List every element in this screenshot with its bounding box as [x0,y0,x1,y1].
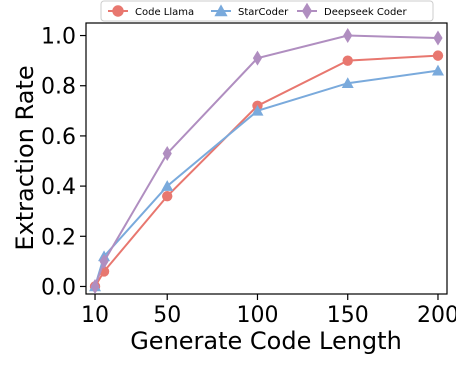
legend-label-deepseek-coder: Deepseek Coder [324,7,407,18]
x-tick-label: 100 [236,303,278,328]
y-tick-label: 0.8 [41,75,76,100]
y-tick-label: 0.0 [41,275,76,300]
legend-box [100,0,434,22]
series-starcoder [89,64,444,292]
y-tick-label: 0.6 [41,125,76,150]
data-point-starcoder [341,77,354,89]
x-tick-label: 150 [327,303,369,328]
data-point-code-llama [162,190,173,202]
legend-marker-code-llama [112,5,124,17]
data-point-starcoder [251,104,264,116]
series-code-llama [89,50,444,292]
plot-area [85,22,448,295]
data-point-deepseek-coder [162,145,172,161]
y-axis-title: Extraction Rate [11,65,39,250]
y-tick-label: 0.2 [41,225,76,250]
x-tick-label: 10 [81,303,109,328]
legend: Code Llama StarCoder Deepseek Coder [100,0,434,22]
data-point-deepseek-coder [252,50,263,66]
legend-label-starcoder: StarCoder [238,7,289,18]
data-point-deepseek-coder [343,28,353,44]
y-tick-label: 1.0 [41,25,76,50]
y-tick-label: 0.4 [41,175,76,200]
x-tick-label: 50 [153,303,181,328]
data-point-deepseek-coder [99,253,109,269]
series-line-code-llama [94,54,439,287]
data-point-starcoder [431,64,444,76]
series-line-deepseek-coder [94,34,439,287]
data-point-code-llama [342,55,353,66]
data-point-deepseek-coder [90,278,100,294]
data-point-starcoder [161,180,174,191]
legend-label-code-llama: Code Llama [135,7,194,18]
legend-marker-starcoder [214,4,228,17]
legend-marker-deepseek-coder [301,2,313,20]
x-tick-label: 200 [417,303,456,328]
x-axis-title: Generate Code Length [130,327,402,355]
data-point-code-llama [432,50,444,61]
series-line-starcoder [94,69,439,287]
series-deepseek-coder [90,28,443,294]
data-point-deepseek-coder [433,30,443,46]
